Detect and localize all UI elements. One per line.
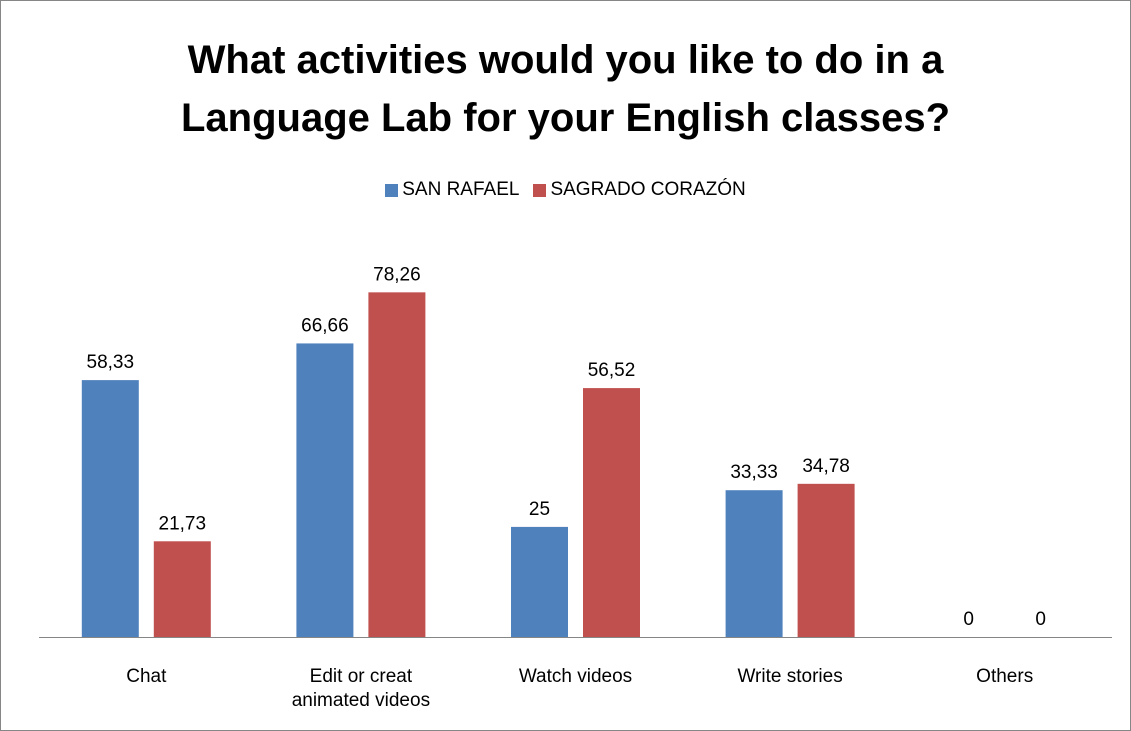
data-label-san-rafael-0: 58,33 bbox=[87, 352, 135, 373]
category-label-0: Chat bbox=[126, 666, 167, 687]
data-label-san-rafael-4: 0 bbox=[963, 609, 974, 630]
legend-label-sagrado-corazon: SAGRADO CORAZÓN bbox=[550, 179, 746, 200]
category-label-1-line-1: animated videos bbox=[292, 690, 430, 711]
bar-sagrado-corazon-2 bbox=[583, 388, 640, 637]
data-label-sagrado-corazon-0: 21,73 bbox=[159, 513, 207, 534]
chart-title-line-2: Language Lab for your English classes? bbox=[180, 96, 951, 140]
bar-sagrado-corazon-0 bbox=[153, 541, 211, 637]
data-label-san-rafael-3: 33,33 bbox=[730, 462, 778, 483]
category-label-3: Write stories bbox=[737, 666, 842, 687]
bar-san-rafael-1 bbox=[296, 343, 354, 637]
category-label-2: Watch videos bbox=[519, 666, 632, 687]
legend-swatch-sagrado-corazon bbox=[533, 183, 547, 197]
bar-san-rafael-2 bbox=[511, 526, 568, 637]
legend-item-san-rafael: SAN RAFAEL bbox=[385, 179, 519, 201]
data-label-sagrado-corazon-4: 0 bbox=[1035, 609, 1046, 630]
legend-swatch-san-rafael bbox=[385, 183, 399, 197]
chart-title-line-1: What activities would you like to do in … bbox=[187, 38, 944, 82]
legend-label-san-rafael: SAN RAFAEL bbox=[402, 179, 520, 200]
data-label-sagrado-corazon-3: 34,78 bbox=[802, 456, 850, 477]
bar-sagrado-corazon-3 bbox=[797, 483, 855, 637]
category-label-4: Others bbox=[976, 666, 1033, 687]
bar-san-rafael-0 bbox=[81, 380, 139, 637]
bar-sagrado-corazon-1 bbox=[368, 292, 426, 637]
chart-title: What activities would you like to do in … bbox=[1, 31, 1130, 147]
data-label-sagrado-corazon-1: 78,26 bbox=[373, 264, 421, 285]
data-label-sagrado-corazon-2: 56,52 bbox=[588, 360, 636, 381]
legend-item-sagrado-corazon: SAGRADO CORAZÓN bbox=[533, 179, 746, 201]
chart-legend: SAN RAFAEL SAGRADO CORAZÓN bbox=[1, 179, 1130, 201]
category-label-1-line-0: Edit or creat bbox=[310, 666, 413, 687]
data-label-san-rafael-1: 66,66 bbox=[301, 315, 349, 336]
bar-san-rafael-3 bbox=[725, 490, 783, 637]
data-label-san-rafael-2: 25 bbox=[529, 499, 550, 520]
